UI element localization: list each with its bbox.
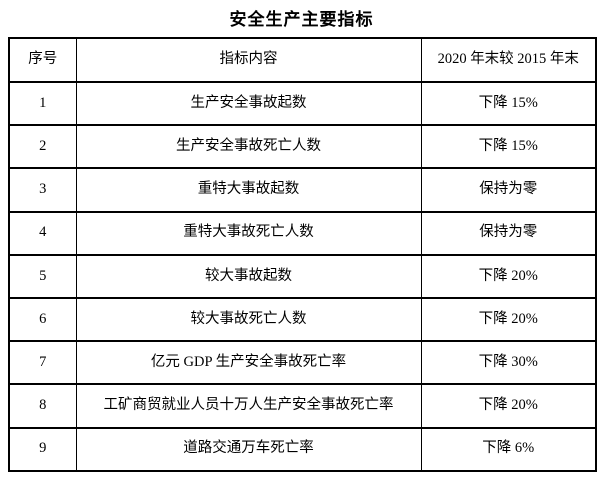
cell-indicator: 重特大事故起数 [75, 167, 422, 213]
cell-change: 保持为零 [420, 167, 597, 213]
cell-indicator: 道路交通万车死亡率 [75, 426, 422, 472]
header-cell-indicator: 指标内容 [75, 37, 422, 83]
table-row: 6 较大事故死亡人数 下降 20% [8, 296, 597, 343]
cell-change: 下降 15% [420, 124, 597, 170]
table-row: 7 亿元 GDP 生产安全事故死亡率 下降 30% [8, 340, 597, 386]
cell-change: 保持为零 [420, 210, 597, 256]
table-row: 9 道路交通万车死亡率 下降 6% [8, 426, 597, 472]
cell-change: 下降 20% [420, 383, 597, 429]
cell-number: 6 [8, 296, 77, 343]
cell-number: 3 [8, 167, 77, 213]
cell-indicator: 生产安全事故死亡人数 [75, 124, 422, 170]
table-row: 5 较大事故起数 下降 20% [8, 253, 597, 299]
table-row: 3 重特大事故起数 保持为零 [8, 167, 597, 213]
cell-indicator: 重特大事故死亡人数 [75, 210, 422, 256]
table-row: 8 工矿商贸就业人员十万人生产安全事故死亡率 下降 20% [8, 383, 597, 429]
cell-number: 8 [8, 383, 77, 429]
table-row: 1 生产安全事故起数 下降 15% [8, 80, 597, 127]
cell-indicator: 亿元 GDP 生产安全事故死亡率 [75, 340, 422, 386]
cell-change: 下降 20% [420, 253, 597, 299]
cell-indicator: 工矿商贸就业人员十万人生产安全事故死亡率 [75, 383, 422, 429]
cell-change: 下降 20% [420, 296, 597, 343]
header-cell-change: 2020 年末较 2015 年末 [420, 37, 597, 83]
cell-indicator: 较大事故死亡人数 [75, 296, 422, 343]
cell-indicator: 生产安全事故起数 [75, 80, 422, 127]
table-body: 1 生产安全事故起数 下降 15% 2 生产安全事故死亡人数 下降 15% 3 重特大事故起数… [8, 80, 597, 472]
cell-change: 下降 6% [420, 426, 597, 472]
cell-number: 4 [8, 210, 77, 256]
safety-indicators-table: 序号 指标内容 2020 年末较 2015 年末 1 生产安全事故起数 下降 15%… [8, 37, 597, 472]
table-header-row: 序号 指标内容 2020 年末较 2015 年末 [8, 37, 597, 83]
cell-indicator: 较大事故起数 [75, 253, 422, 299]
page-title: 安全生产主要指标 [229, 10, 374, 29]
cell-change: 下降 30% [420, 340, 597, 386]
table-row: 4 重特大事故死亡人数 保持为零 [8, 210, 597, 256]
table-row: 2 生产安全事故死亡人数 下降 15% [8, 124, 597, 170]
cell-change: 下降 15% [420, 80, 597, 127]
header-cell-number: 序号 [8, 37, 77, 83]
cell-number: 1 [8, 80, 77, 127]
cell-number: 7 [8, 340, 77, 386]
cell-number: 9 [8, 426, 77, 472]
cell-number: 2 [8, 124, 77, 170]
cell-number: 5 [8, 253, 77, 299]
